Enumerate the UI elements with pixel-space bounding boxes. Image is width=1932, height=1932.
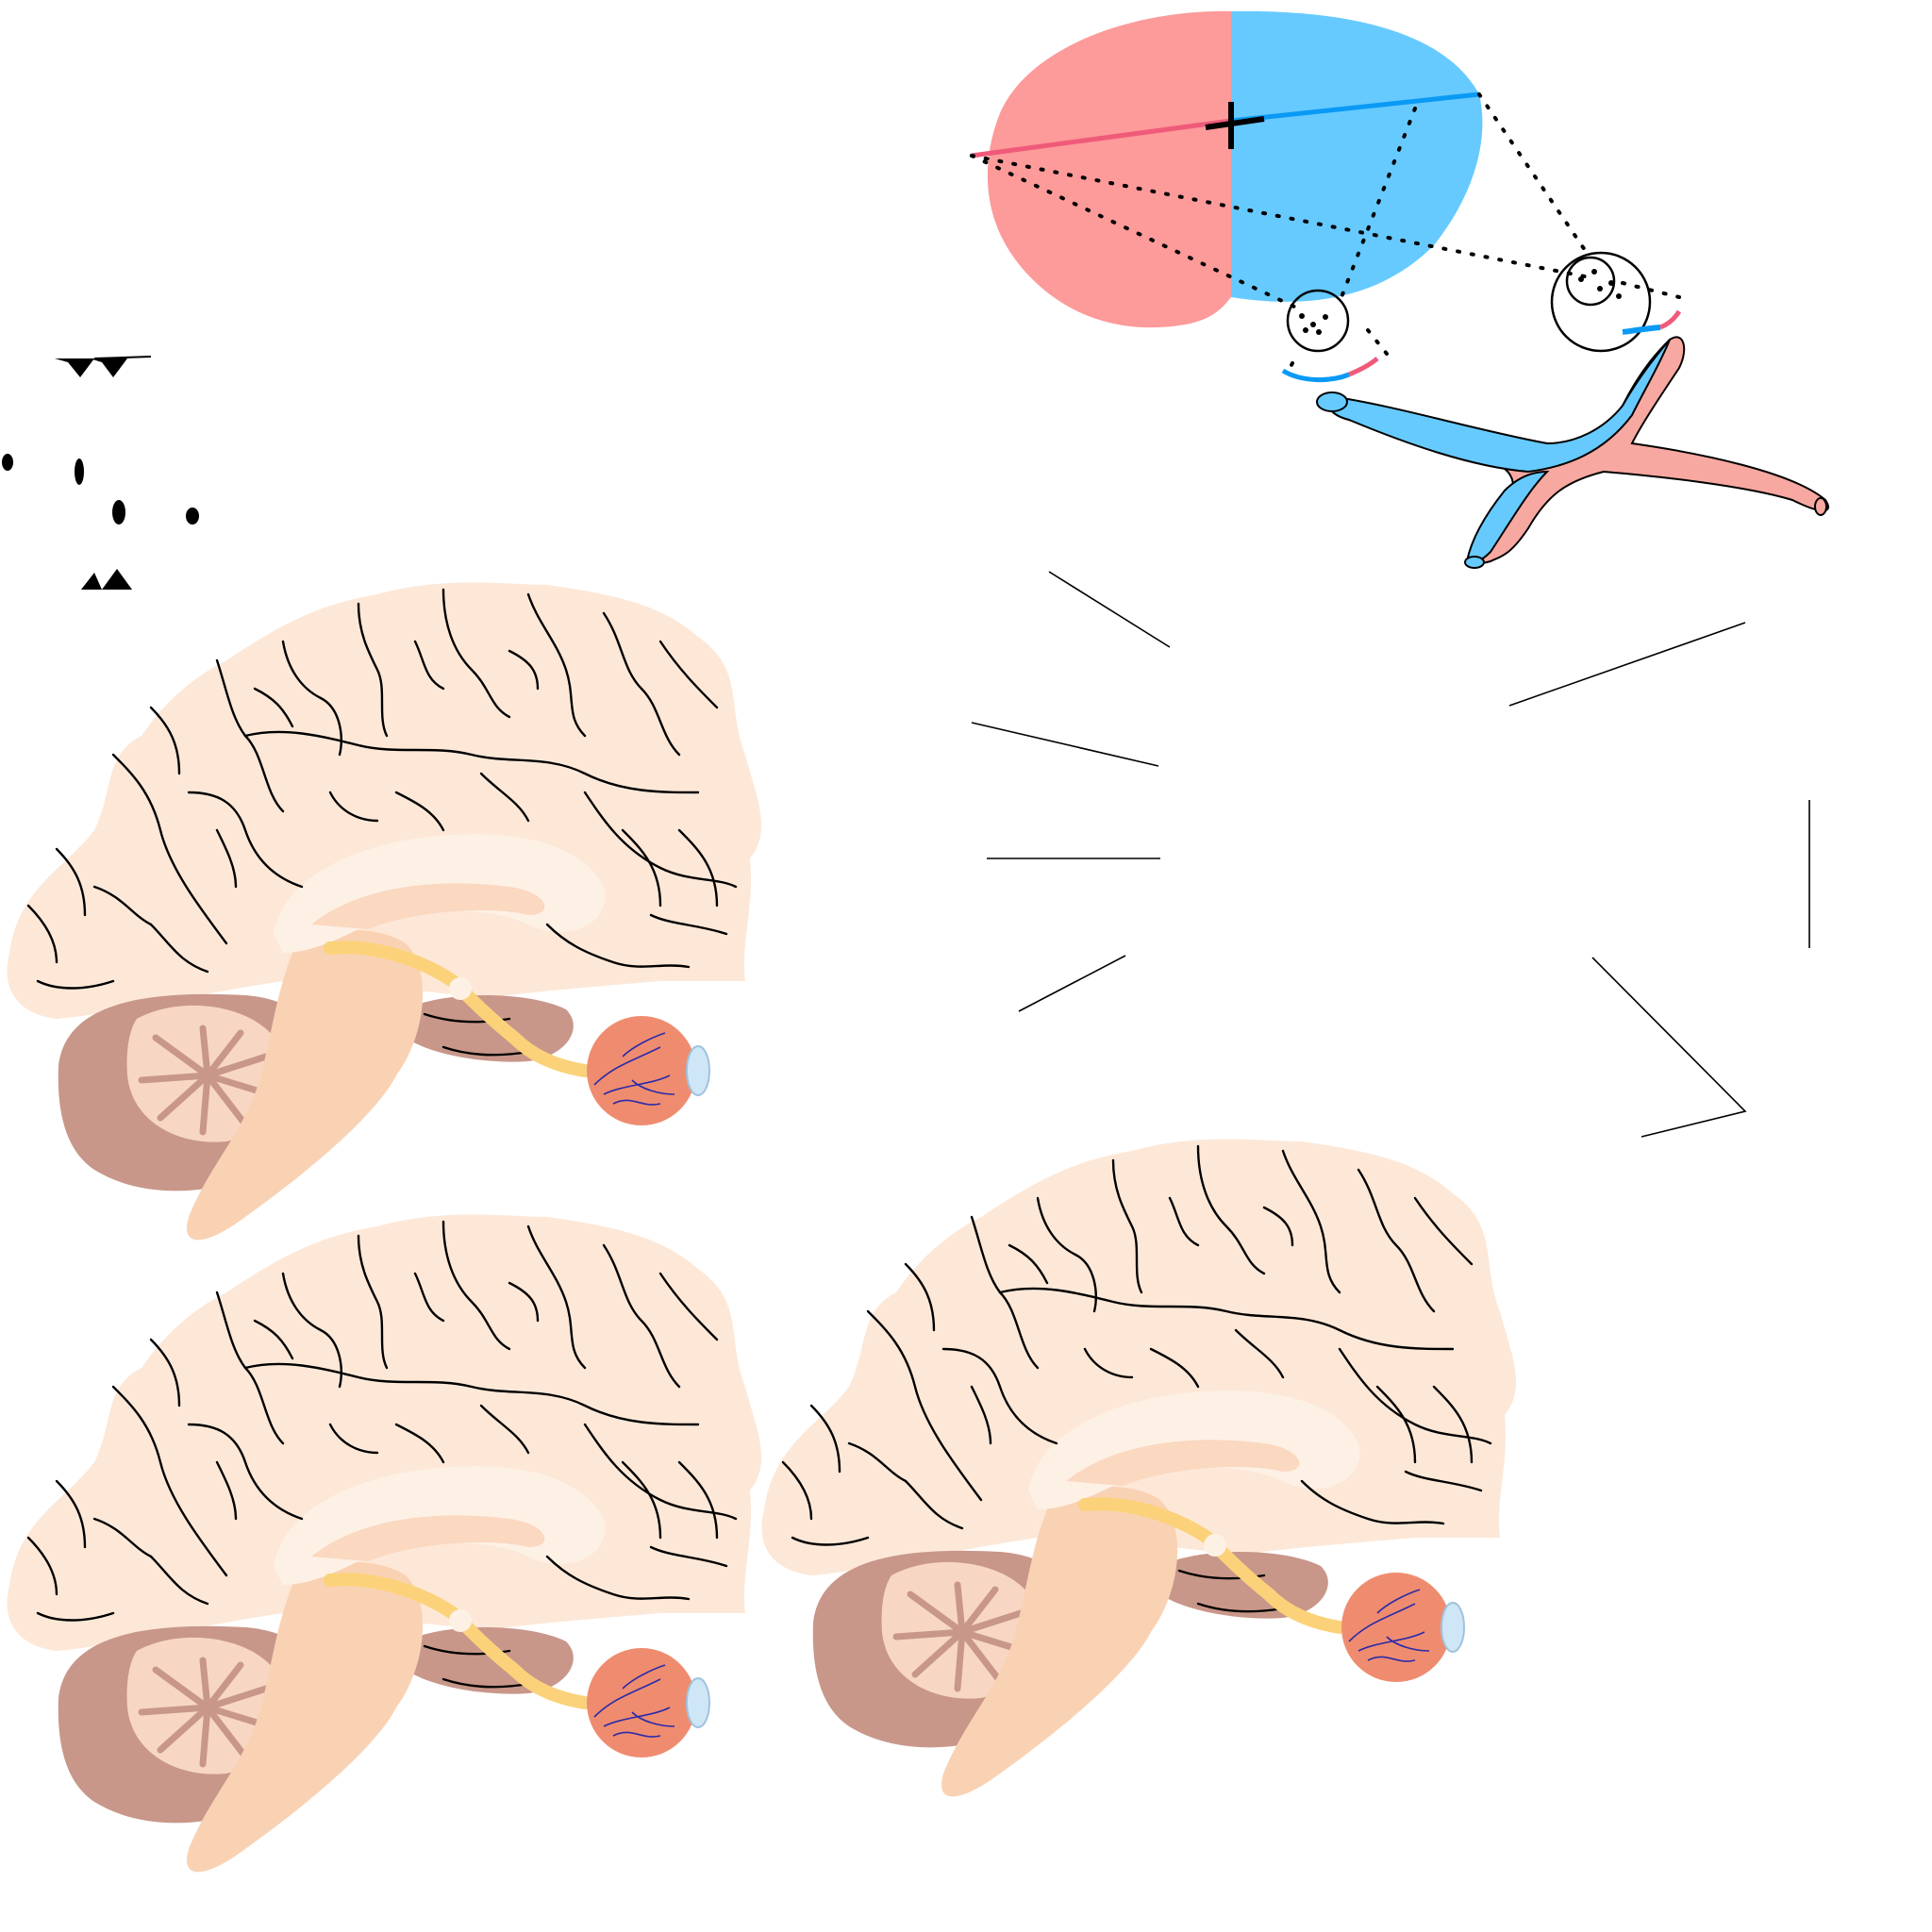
leader-lines (971, 571, 1810, 1138)
optic-pathway-tubes (1316, 336, 1830, 569)
right-visual-field (1231, 10, 1483, 302)
brain-bottom-right (761, 1140, 1516, 1797)
left-visual-field (987, 10, 1231, 328)
visual-field-diagram (970, 10, 1830, 569)
brain-top-left (7, 583, 761, 1241)
horizontal-meridian-left (971, 118, 1232, 158)
projection-lines (970, 92, 1681, 375)
horizontal-meridian-right (1230, 92, 1480, 124)
brain-bottom-left (7, 1215, 761, 1873)
partial-symbols (2, 356, 199, 590)
right-eye-schematic (1550, 251, 1682, 353)
fixation-cross-icon (1205, 102, 1265, 149)
left-eye-schematic (1281, 289, 1379, 383)
